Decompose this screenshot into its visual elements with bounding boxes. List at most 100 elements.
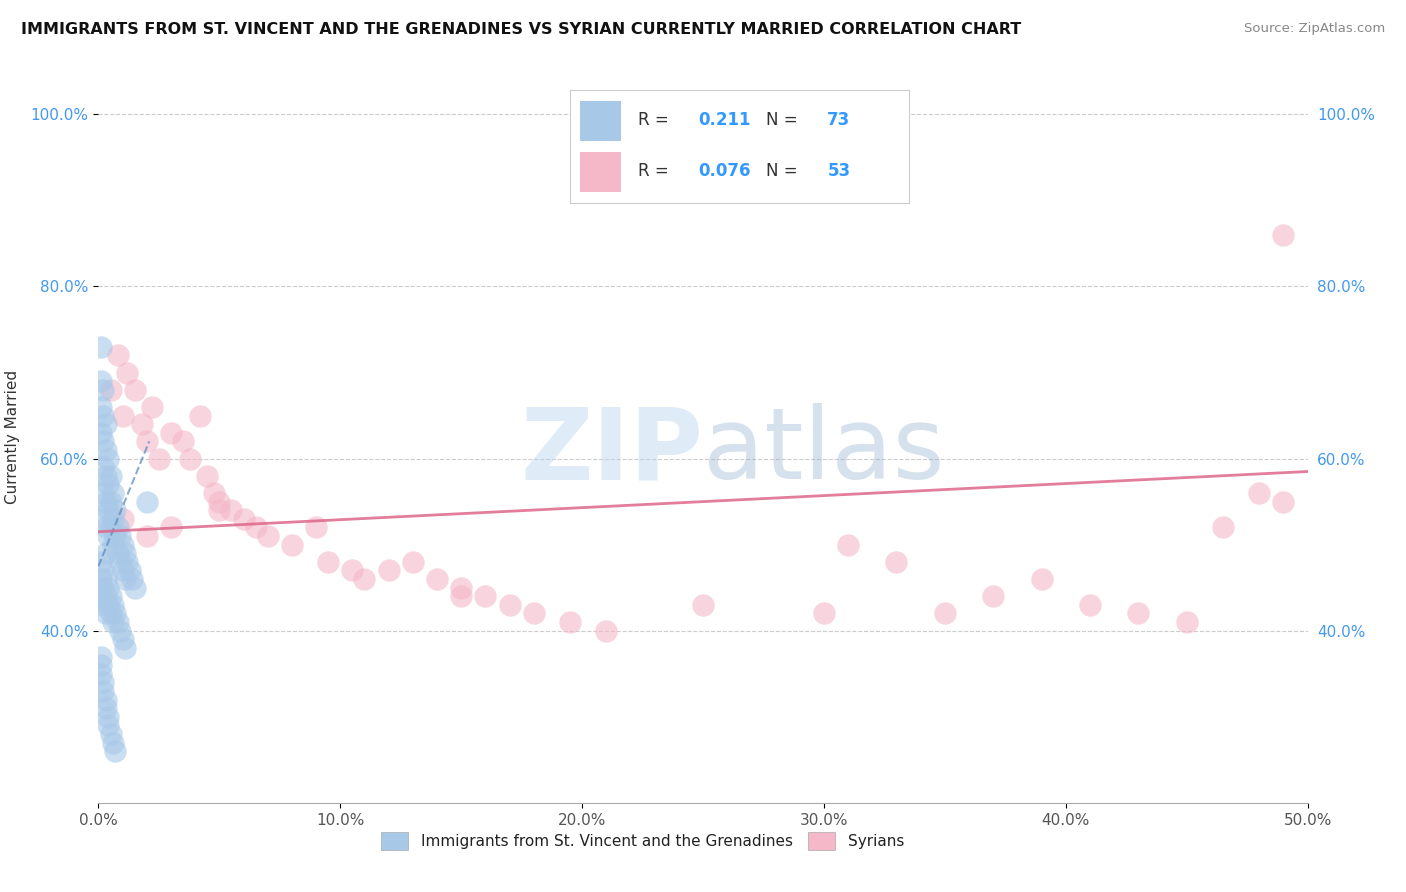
- Point: [91, 598, 114, 612]
- Point: [160, 425, 183, 440]
- Point: [108, 529, 131, 543]
- Point: [1175, 615, 1198, 629]
- Point: [121, 572, 143, 586]
- Point: [90, 555, 112, 569]
- Point: [114, 572, 136, 586]
- Point: [1272, 494, 1295, 508]
- Point: [90, 400, 112, 414]
- Point: [426, 572, 449, 586]
- Point: [204, 486, 226, 500]
- Point: [91, 409, 114, 423]
- Point: [135, 529, 157, 543]
- Point: [101, 615, 124, 629]
- Point: [101, 486, 124, 500]
- Point: [245, 520, 267, 534]
- Point: [94, 692, 117, 706]
- Point: [90, 589, 112, 603]
- Point: [97, 503, 120, 517]
- Point: [305, 520, 328, 534]
- Point: [1212, 520, 1234, 534]
- Point: [94, 589, 117, 603]
- Point: [104, 744, 127, 758]
- Point: [1128, 607, 1150, 621]
- Point: [94, 468, 117, 483]
- Point: [474, 589, 496, 603]
- Point: [353, 572, 375, 586]
- Point: [281, 538, 304, 552]
- Point: [179, 451, 201, 466]
- Point: [450, 581, 472, 595]
- Point: [837, 538, 859, 552]
- Point: [101, 735, 124, 749]
- Point: [90, 572, 112, 586]
- Point: [595, 624, 617, 638]
- Point: [342, 564, 364, 578]
- Point: [111, 409, 134, 423]
- Point: [402, 555, 425, 569]
- Text: Source: ZipAtlas.com: Source: ZipAtlas.com: [1244, 22, 1385, 36]
- Text: IMMIGRANTS FROM ST. VINCENT AND THE GRENADINES VS SYRIAN CURRENTLY MARRIED CORRE: IMMIGRANTS FROM ST. VINCENT AND THE GREN…: [21, 22, 1021, 37]
- Point: [97, 529, 120, 543]
- Point: [94, 607, 117, 621]
- Y-axis label: Currently Married: Currently Married: [4, 370, 20, 504]
- Point: [208, 503, 231, 517]
- Point: [160, 520, 183, 534]
- Point: [108, 624, 131, 638]
- Point: [1078, 598, 1101, 612]
- Point: [104, 607, 127, 621]
- Point: [90, 340, 112, 354]
- Point: [111, 538, 134, 552]
- Point: [91, 581, 114, 595]
- Point: [108, 555, 131, 569]
- Point: [100, 468, 122, 483]
- Point: [94, 572, 117, 586]
- Point: [91, 675, 114, 690]
- Point: [91, 460, 114, 475]
- Point: [172, 434, 194, 449]
- Point: [100, 520, 122, 534]
- Text: atlas: atlas: [703, 403, 945, 500]
- Point: [188, 409, 211, 423]
- Point: [523, 607, 546, 621]
- Point: [221, 503, 243, 517]
- Point: [94, 494, 117, 508]
- Point: [256, 529, 278, 543]
- Point: [135, 434, 157, 449]
- Point: [208, 494, 231, 508]
- Point: [100, 383, 122, 397]
- Point: [107, 615, 129, 629]
- Point: [90, 374, 112, 388]
- Point: [141, 400, 163, 414]
- Point: [934, 607, 956, 621]
- Point: [97, 710, 120, 724]
- Point: [104, 529, 127, 543]
- Point: [148, 451, 170, 466]
- Point: [101, 598, 124, 612]
- Point: [91, 486, 114, 500]
- Point: [97, 718, 120, 732]
- Point: [886, 555, 908, 569]
- Point: [97, 477, 120, 491]
- Point: [118, 564, 141, 578]
- Point: [316, 555, 339, 569]
- Point: [94, 442, 117, 457]
- Point: [101, 512, 124, 526]
- Point: [232, 512, 254, 526]
- Point: [111, 632, 134, 647]
- Point: [97, 598, 120, 612]
- Point: [450, 589, 472, 603]
- Point: [558, 615, 581, 629]
- Point: [114, 546, 136, 560]
- Point: [111, 564, 134, 578]
- Point: [94, 520, 117, 534]
- Point: [104, 503, 127, 517]
- Point: [94, 701, 117, 715]
- Point: [94, 546, 117, 560]
- Point: [107, 546, 129, 560]
- Point: [91, 564, 114, 578]
- Point: [91, 383, 114, 397]
- Text: ZIP: ZIP: [520, 403, 703, 500]
- Point: [124, 383, 146, 397]
- Point: [94, 417, 117, 432]
- Point: [107, 348, 129, 362]
